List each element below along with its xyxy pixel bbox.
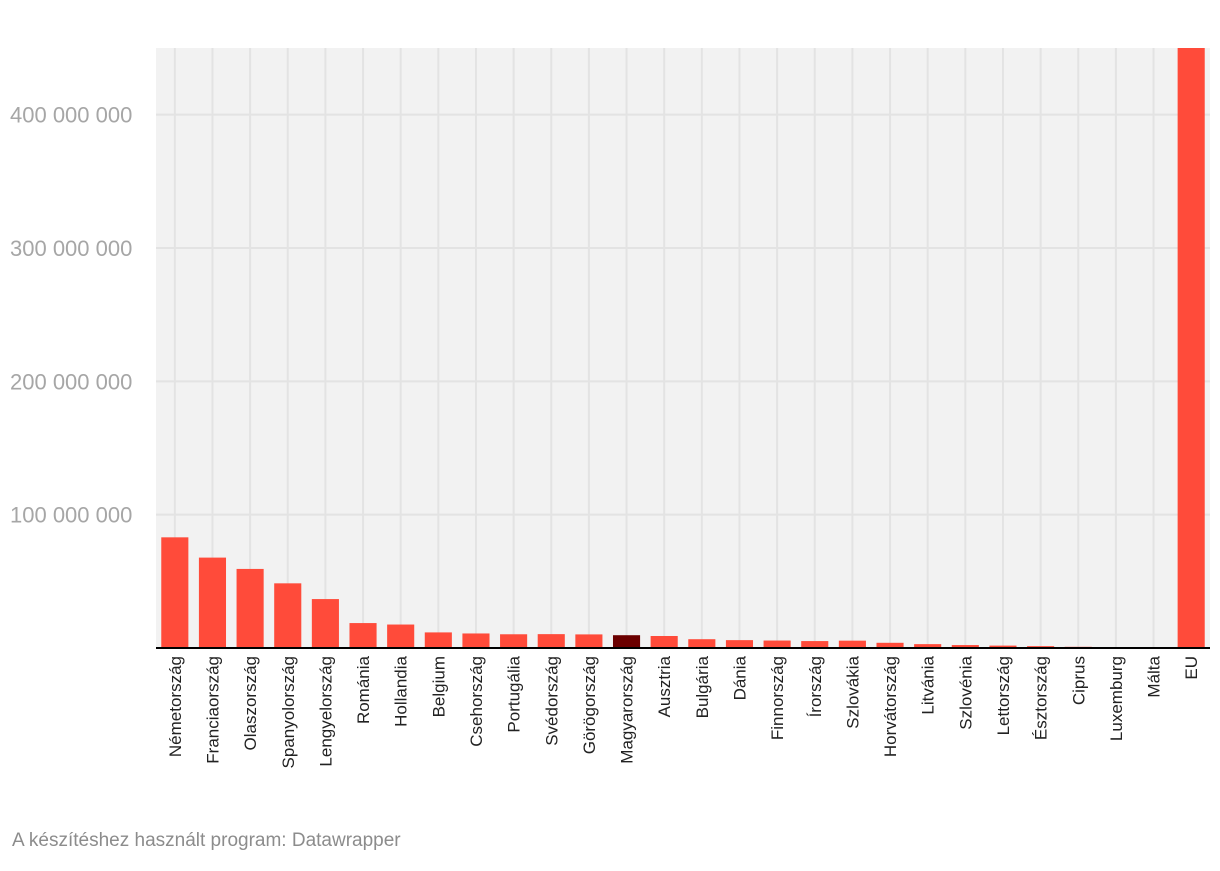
bar [838,640,866,648]
bar [876,642,904,648]
x-tick-label: Svédország [542,656,561,746]
plot-background [156,48,1210,648]
bar [575,634,603,648]
bar [161,537,189,648]
bar [612,635,641,648]
bar [500,634,528,648]
bar [462,633,490,648]
bar [688,639,716,648]
footer-credit: A készítéshez használt program: Datawrap… [12,830,401,851]
bar [914,644,942,648]
y-tick-label: 400 000 000 [10,103,132,128]
x-tick-label: Görögország [580,656,599,754]
bar [951,645,979,648]
x-tick-label: Luxemburg [1107,656,1126,741]
y-tick-label: 300 000 000 [10,236,132,261]
x-tick-label: Ausztria [655,655,674,717]
x-tick-label: Belgium [429,656,448,717]
x-tick-label: Ciprus [1069,656,1088,705]
bar [989,645,1017,648]
x-tick-label: Románia [354,655,373,724]
x-tick-label: Bulgária [693,655,712,718]
x-tick-label: Észtország [1032,656,1051,740]
bar [763,640,791,648]
bar [650,636,678,648]
x-tick-label: Olaszország [241,656,260,750]
x-tick-label: Csehország [467,656,486,747]
bar [236,568,264,648]
bar [311,599,339,648]
x-tick-label: Horvátország [881,656,900,757]
y-tick-label: 200 000 000 [10,369,132,394]
x-tick-label: Litvánia [919,655,938,714]
x-tick-label: EU [1182,656,1201,680]
x-tick-label: Írország [806,656,825,717]
x-tick-label: Németország [166,656,185,757]
x-tick-label: Finnország [768,656,787,740]
bar [537,634,565,648]
bar [349,623,377,648]
bar [801,641,829,648]
x-tick-label: Dánia [730,655,749,700]
x-tick-label: Szlovénia [956,655,975,729]
bar [387,624,415,648]
x-tick-label: Spanyolország [279,656,298,768]
x-tick-label: Hollandia [392,655,411,726]
x-tick-label: Málta [1145,655,1164,697]
x-tick-label: Magyarország [618,656,637,764]
x-tick-label: Franciaország [203,656,222,764]
y-tick-label: 100 000 000 [10,503,132,528]
bar [198,557,227,648]
bar [424,632,452,648]
bar [725,640,754,648]
bar [1177,48,1205,648]
x-tick-label: Lengyelország [316,656,335,767]
x-tick-label: Szlovákia [843,655,862,728]
x-tick-label: Lettország [994,656,1013,735]
x-tick-label: Portugália [505,655,524,732]
bar [274,583,302,648]
